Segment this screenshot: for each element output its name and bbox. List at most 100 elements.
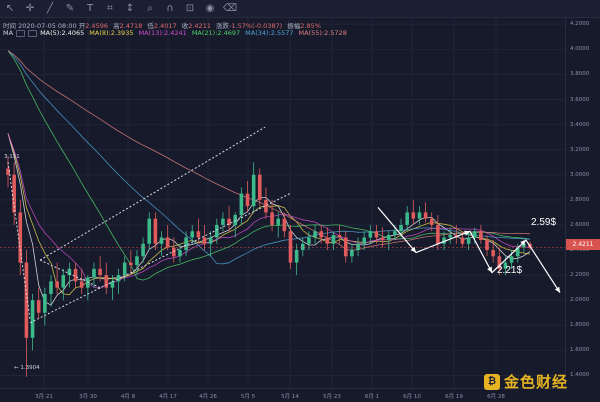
candle-body [331, 234, 336, 244]
price-tick-label: 2.4000 [570, 247, 590, 254]
price-tick-label: 2.2000 [570, 272, 590, 279]
zoom-icon[interactable]: ⌕ [147, 3, 153, 14]
candle-body [49, 281, 53, 294]
candle-body [337, 234, 342, 238]
candle-body [30, 300, 35, 338]
ma-legend-item: MA(13):2.4241 [138, 29, 187, 37]
crosshair-icon[interactable]: ✛ [25, 3, 35, 14]
candlestick-chart[interactable] [0, 18, 565, 388]
text-icon[interactable]: T [86, 3, 94, 14]
candle-body [423, 212, 428, 219]
price-tick-label: 1.6000 [570, 347, 590, 354]
trash-icon[interactable]: ⌫ [222, 3, 238, 14]
candle-body [436, 224, 440, 244]
candle-body [343, 237, 348, 257]
measure-icon[interactable]: ↕ [125, 3, 135, 14]
candle-body [153, 218, 158, 244]
price-tick-label: 3.4000 [570, 121, 590, 128]
price-tick-label: 2.8000 [570, 196, 590, 203]
candle-body [294, 250, 299, 263]
ma-line-ma21 [7, 50, 531, 281]
ma-line-ma34 [7, 50, 531, 265]
forecast-path [377, 207, 561, 294]
ma-legend: MA MA(5):2.4065 MA(8):2.3935 MA(13):2.4241… [3, 29, 349, 37]
pattern-icon[interactable]: ⌗ [107, 3, 113, 14]
candle-body [245, 193, 250, 207]
arrowhead [520, 240, 526, 246]
candle-body [325, 237, 330, 244]
price-tick-label: 3.6000 [570, 96, 590, 103]
candle-body [147, 218, 152, 244]
open-label: 开 [78, 22, 86, 30]
channel-inner-line [39, 259, 101, 289]
eye-icon[interactable]: ◉ [205, 3, 215, 14]
candle-body [196, 231, 201, 238]
time-tick-label: 6月 28 [487, 394, 505, 400]
candle-body [141, 243, 145, 257]
candle-body [300, 243, 305, 251]
price-tick-label: 3.8000 [570, 71, 590, 78]
candle-body [313, 231, 317, 238]
candle-body [12, 174, 16, 213]
ma-legend-item: MA(21):2.4697 [191, 29, 241, 37]
ohlc-readout: 时间 2020-07-05 08:00 开2.4596 高2.4718 低2.4… [3, 20, 324, 30]
candle-body [307, 237, 311, 244]
current-price-tag: 2.4211 [566, 239, 600, 250]
change-label: 涨跌 [216, 22, 230, 30]
candle-body [116, 275, 121, 282]
time-label: 时间 [3, 22, 16, 30]
candle-body [98, 268, 102, 276]
ma-line-ma55 [7, 50, 531, 251]
candle-body [67, 268, 72, 276]
candle-body [374, 231, 379, 238]
price-tick-label: 4.2000 [570, 21, 590, 28]
time-axis[interactable]: 3月 21 3月 30 4月 8 4月 17 4月 26 5月 5 5月 14 5月 23 6月… [0, 388, 565, 402]
trend-line-icon[interactable]: ╱ [46, 3, 54, 14]
price-axis[interactable]: 4.2000 4.0000 3.8000 3.6000 3.4000 3.2000 3.00… [565, 18, 600, 390]
time-tick-label: 6月 10 [403, 394, 421, 400]
cursor-icon[interactable]: ↖ [5, 3, 15, 14]
ma-visibility-icon[interactable] [28, 29, 38, 37]
candle-body [497, 256, 502, 269]
candle-body [515, 247, 520, 257]
candle-body [36, 300, 41, 313]
candle-body [393, 231, 397, 235]
candle-body [350, 250, 354, 257]
low-marker: ← 1.3904 [14, 365, 40, 371]
candle-body [257, 174, 262, 200]
ma-line-ma13 [7, 133, 531, 289]
time-tick-label: 3月 30 [79, 394, 97, 400]
ma-label: MA [3, 29, 14, 37]
magnet-icon[interactable]: ∩ [166, 3, 174, 14]
candle-body [43, 293, 47, 313]
time-value: 2020-07-05 08:00 [18, 22, 77, 30]
candle-body [288, 231, 293, 263]
lock-icon[interactable]: ⊡ [185, 3, 195, 14]
candle-body [239, 193, 244, 215]
watermark: ₿ 金色财经 [484, 371, 568, 392]
candle-body [380, 237, 385, 240]
high-marker: 3.151 [4, 154, 20, 160]
high-label: 高 [113, 22, 120, 30]
high-value: 2.4718 [119, 22, 143, 30]
candle-body [386, 234, 391, 240]
time-tick-label: 6月 19 [445, 394, 463, 400]
candle-body [202, 237, 207, 244]
time-tick-label: 6月 1 [364, 394, 380, 400]
candle-body [251, 174, 256, 207]
ma-settings-icon[interactable] [16, 29, 26, 37]
channel-lower-line [29, 193, 291, 324]
price-tick-label: 1.4000 [570, 372, 590, 379]
candle-body [460, 237, 465, 244]
arrowhead [487, 266, 492, 273]
arrowhead [410, 246, 416, 253]
candle-body [18, 212, 23, 263]
pen-icon[interactable]: ✎ [65, 3, 75, 14]
candle-body [55, 281, 59, 288]
candle-body [227, 218, 231, 225]
candle-body [362, 237, 366, 244]
watermark-text: 金色财经 [504, 373, 569, 391]
candle-body [429, 218, 434, 225]
candle-body [172, 247, 176, 257]
candle-body [319, 231, 323, 238]
